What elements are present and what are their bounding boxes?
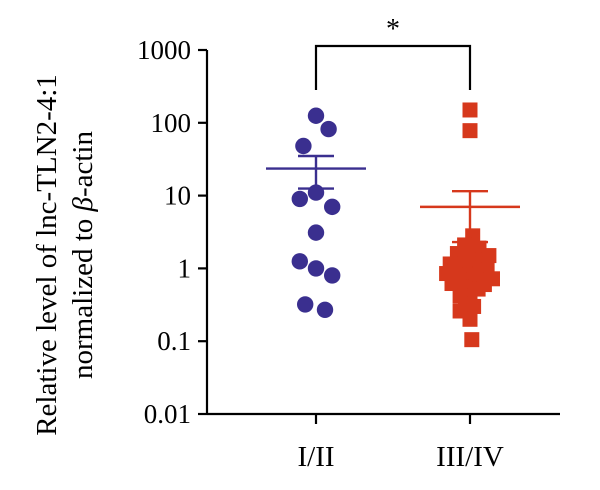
data-point-square: [462, 123, 478, 139]
data-point-circle: [324, 267, 341, 284]
data-point-circle: [307, 260, 325, 277]
data-point-square: [444, 276, 460, 292]
data-point-square: [464, 332, 480, 348]
y-axis-title-line1: Relative level of lnc-TLN2-4:1: [31, 74, 63, 436]
y-tick-label: 0.1: [157, 326, 191, 356]
significance-label: *: [386, 14, 400, 45]
y-axis-title-suffix: -actin: [67, 131, 99, 198]
data-point-circle: [307, 224, 325, 241]
axes: 1000 100 10 1 0.1 0.01 I/II III/IV: [137, 35, 560, 473]
y-axis-title-beta: β: [67, 196, 99, 212]
data-points: [291, 102, 500, 348]
data-point-square: [466, 298, 482, 314]
significance-bracket-line: [314, 44, 472, 90]
y-tick-label: 0.01: [144, 399, 191, 429]
data-point-square: [462, 311, 478, 327]
y-axis-title-prefix: normalized to: [67, 211, 99, 379]
y-axis-title-line2: normalized to β-actin: [67, 131, 99, 379]
data-point-circle: [307, 107, 325, 124]
y-tick-label: 100: [151, 108, 192, 138]
data-point-square: [462, 102, 478, 118]
y-tick-label: 1: [178, 253, 192, 283]
error-bars: [266, 154, 520, 244]
data-point-circle: [291, 253, 308, 270]
y-tick-label: 10: [164, 181, 191, 211]
x-category-label: III/IV: [436, 441, 504, 473]
data-point-circle: [320, 120, 337, 138]
data-point-circle: [291, 190, 308, 208]
data-point-circle: [295, 137, 312, 155]
data-point-circle: [324, 198, 341, 216]
significance-bracket: *: [314, 14, 472, 90]
data-point-circle: [316, 301, 334, 318]
x-category-label: I/II: [297, 441, 334, 473]
y-tick-label: 1000: [137, 35, 191, 65]
data-point-circle: [297, 296, 314, 313]
